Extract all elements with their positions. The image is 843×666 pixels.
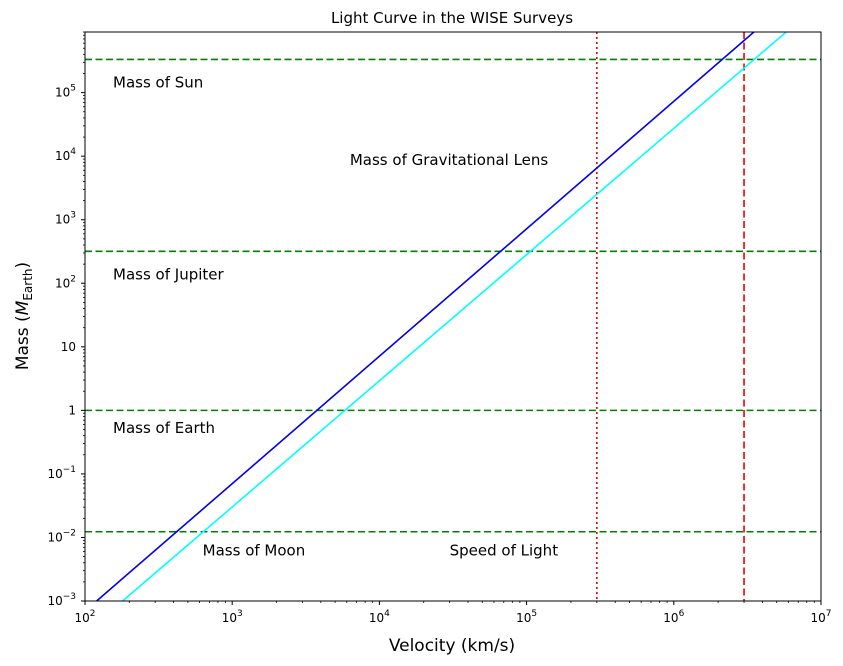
- x-tick-label-5: 107: [810, 609, 831, 625]
- y-tick-label-7: 104: [55, 147, 76, 163]
- annotation-0: Mass of Sun: [113, 74, 203, 92]
- annotations: Mass of Sun Mass of Gravitational Lens Mas…: [113, 74, 558, 560]
- y-tick-label-6: 103: [55, 211, 76, 227]
- annotation-4: Mass of Moon: [203, 542, 306, 560]
- annotation-5: Speed of Light: [450, 542, 559, 560]
- y-axis-label: Mass (MEarth): [13, 262, 35, 370]
- chart-title: Light Curve in the WISE Surveys: [331, 9, 573, 27]
- series-line-0: [96, 32, 755, 601]
- y-axis: 10−3 10−2 10−1 1 10 102 103 104 105: [47, 31, 85, 608]
- y-tick-label-0: 10−3: [47, 592, 76, 608]
- x-tick-label-3: 105: [516, 609, 537, 625]
- x-tick-label-1: 103: [222, 609, 243, 625]
- annotation-3: Mass of Earth: [113, 419, 215, 437]
- x-tick-label-4: 106: [663, 609, 684, 625]
- y-tick-label-1: 10−2: [47, 528, 76, 544]
- x-axis-label: Velocity (km/s): [389, 636, 515, 656]
- y-tick-label-3: 1: [68, 403, 76, 417]
- y-tick-label-4: 10: [61, 340, 76, 354]
- x-axis: 102 103 104 105 106 107: [74, 601, 832, 625]
- y-tick-label-8: 105: [55, 84, 76, 100]
- x-tick-label-2: 104: [369, 609, 390, 625]
- y-tick-label-2: 10−1: [47, 465, 76, 481]
- series-line-1: [122, 32, 787, 601]
- annotation-2: Mass of Jupiter: [113, 265, 224, 283]
- x-tick-label-0: 102: [74, 609, 95, 625]
- y-tick-label-5: 102: [55, 274, 76, 290]
- plot-lines: [85, 32, 821, 601]
- annotation-1: Mass of Gravitational Lens: [350, 151, 549, 169]
